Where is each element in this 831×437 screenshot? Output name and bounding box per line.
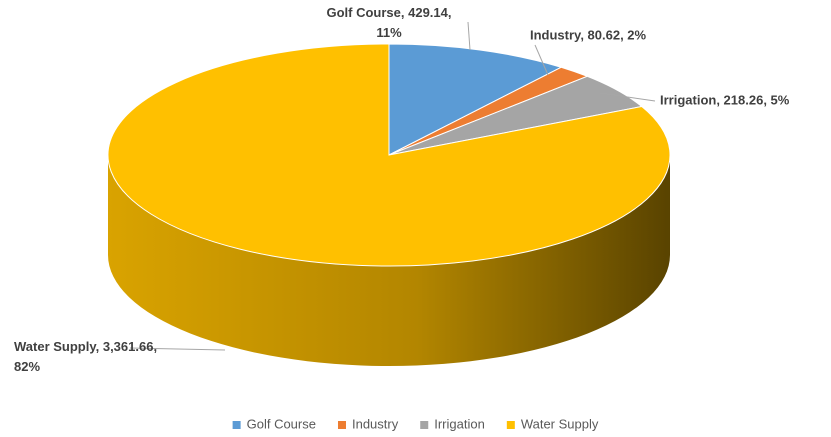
legend-swatch <box>232 421 241 429</box>
pie-slice <box>388 43 563 156</box>
data-labels: Golf Course, 429.14, 11% Industry, 80.62, … <box>14 5 790 374</box>
legend-label: Industry <box>352 416 399 431</box>
legend: Golf Course Industry Irrigation Water Suppl… <box>232 416 599 431</box>
legend-label: Golf Course <box>247 416 316 431</box>
legend-swatch <box>506 421 515 429</box>
legend-label: Irrigation <box>434 416 485 431</box>
data-label: Golf Course, 429.14, 11% <box>327 5 452 40</box>
leader-line <box>599 92 656 102</box>
data-label: Irrigation, 218.26, 5% <box>660 92 790 107</box>
pie <box>107 43 671 366</box>
leader-line <box>534 44 549 76</box>
legend-swatch <box>337 421 346 429</box>
pie-slice <box>107 43 671 267</box>
data-label: Industry, 80.62, 2% <box>530 27 647 42</box>
leader-line <box>129 347 226 351</box>
legend-swatch <box>420 421 429 429</box>
legend-label: Water Supply <box>521 416 599 431</box>
data-label: Water Supply, 3,361.66, 82% <box>14 339 157 374</box>
pie-side <box>108 155 670 366</box>
leader-line <box>467 21 471 51</box>
